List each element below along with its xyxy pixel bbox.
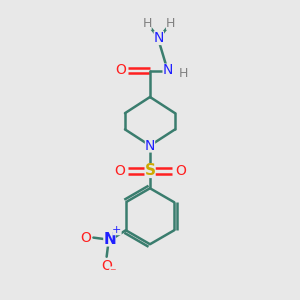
Text: O: O — [101, 259, 112, 273]
Text: ⁻: ⁻ — [109, 266, 116, 279]
Text: O: O — [114, 164, 125, 178]
Text: H: H — [166, 17, 175, 30]
Text: N: N — [163, 64, 173, 77]
Text: H: H — [142, 17, 152, 30]
Text: O: O — [115, 64, 126, 77]
Text: S: S — [145, 163, 155, 178]
Text: O: O — [175, 164, 186, 178]
Text: +: + — [112, 225, 122, 235]
Text: N: N — [145, 139, 155, 153]
Text: O: O — [81, 231, 92, 244]
Text: N: N — [154, 31, 164, 45]
Text: N: N — [103, 232, 116, 247]
Text: H: H — [179, 67, 188, 80]
